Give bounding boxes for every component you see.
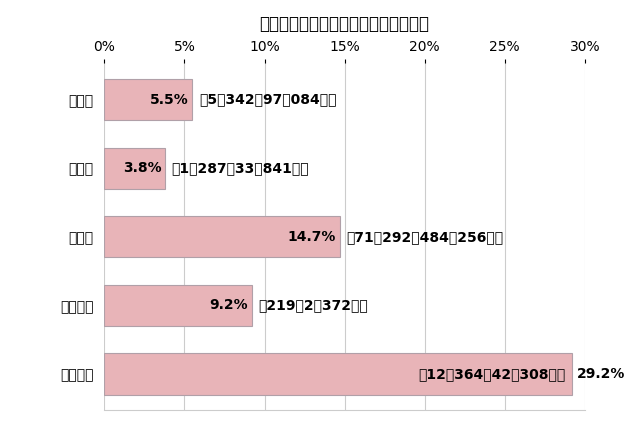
Bar xyxy=(104,285,252,326)
Text: 9.2%: 9.2% xyxy=(209,298,248,312)
Title: ＜総合型選抜区分の大学入学者比率＞: ＜総合型選抜区分の大学入学者比率＞ xyxy=(260,15,429,33)
Bar xyxy=(104,353,572,395)
Text: 3.8%: 3.8% xyxy=(123,161,161,175)
Text: 29.2%: 29.2% xyxy=(577,367,625,381)
Text: （219／2，372人）: （219／2，372人） xyxy=(258,298,368,312)
Text: （5，342／97，084人）: （5，342／97，084人） xyxy=(199,92,337,106)
Text: 5.5%: 5.5% xyxy=(150,92,189,106)
Bar xyxy=(104,148,165,189)
Bar xyxy=(104,79,193,120)
Text: （1，287／33，841人）: （1，287／33，841人） xyxy=(172,161,309,175)
Text: （71，292／484，256人）: （71，292／484，256人） xyxy=(346,230,504,244)
Bar xyxy=(104,216,340,257)
Text: （12，364／42，308人）: （12，364／42，308人） xyxy=(419,367,566,381)
Text: 14.7%: 14.7% xyxy=(287,230,336,244)
